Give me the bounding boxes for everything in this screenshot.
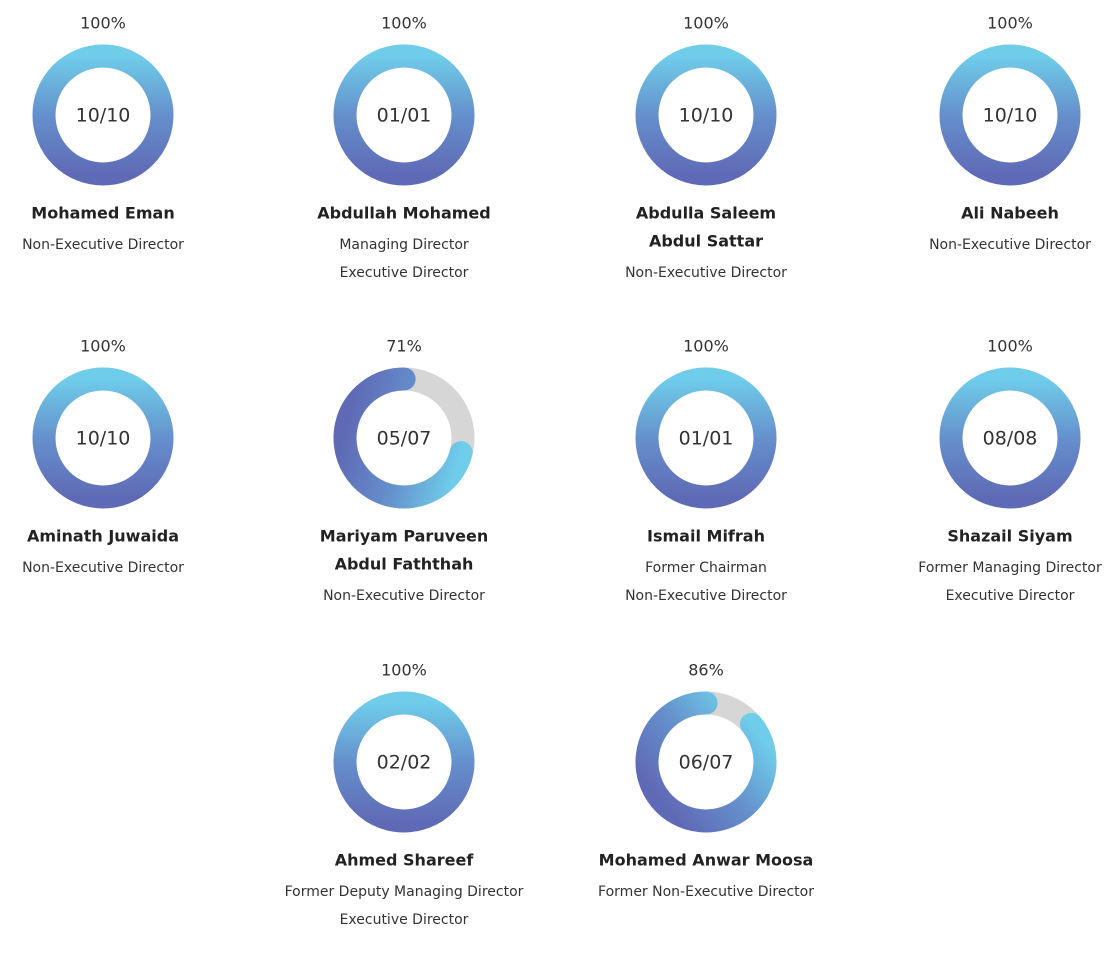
member-name: Aminath Juwaida xyxy=(27,527,179,546)
member-role: Non-Executive Director xyxy=(929,237,1091,253)
member-role: Non-Executive Director xyxy=(625,265,787,281)
donut-arc xyxy=(32,44,174,186)
attended-count: 10/10 xyxy=(76,428,131,450)
member-role: Executive Director xyxy=(340,265,469,281)
percent-label: 100% xyxy=(987,337,1033,356)
member-role: Executive Director xyxy=(340,912,469,928)
member-name: Mohamed Eman xyxy=(31,204,174,223)
donut-arc xyxy=(939,44,1081,186)
attended-count: 10/10 xyxy=(679,105,734,127)
percent-label: 100% xyxy=(987,14,1033,33)
attended-count: 10/10 xyxy=(983,105,1038,127)
attended-count: 02/02 xyxy=(377,752,432,774)
attended-count: 05/07 xyxy=(377,428,432,450)
donut-arc xyxy=(635,44,777,186)
member-name: Abdul Sattar xyxy=(649,232,763,251)
member-name: Abdullah Mohamed xyxy=(317,204,490,223)
donut-arc xyxy=(333,44,475,186)
donut-arc xyxy=(333,367,475,509)
member-role: Former Deputy Managing Director xyxy=(285,884,524,900)
member-role: Former Managing Director xyxy=(918,560,1102,576)
donut-arc xyxy=(939,367,1081,509)
member-role: Non-Executive Director xyxy=(22,237,184,253)
percent-label: 100% xyxy=(683,337,729,356)
member-name: Mariyam Paruveen xyxy=(320,527,488,546)
percent-label: 100% xyxy=(683,14,729,33)
percent-label: 100% xyxy=(381,661,427,680)
percent-label: 100% xyxy=(80,14,126,33)
percent-label: 100% xyxy=(381,14,427,33)
percent-label: 71% xyxy=(386,337,422,356)
member-name: Abdul Faththah xyxy=(335,555,474,574)
attended-count: 08/08 xyxy=(983,428,1038,450)
member-role: Non-Executive Director xyxy=(625,588,787,604)
member-role: Former Chairman xyxy=(645,560,767,576)
attended-count: 01/01 xyxy=(377,105,432,127)
member-role: Non-Executive Director xyxy=(22,560,184,576)
donut-arc xyxy=(32,367,174,509)
member-name: Mohamed Anwar Moosa xyxy=(599,851,814,870)
member-name: Abdulla Saleem xyxy=(636,204,776,223)
member-name: Shazail Siyam xyxy=(947,527,1072,546)
percent-label: 100% xyxy=(80,337,126,356)
donut-arc xyxy=(333,691,475,833)
donut-arc xyxy=(635,691,777,833)
member-name: Ismail Mifrah xyxy=(647,527,765,546)
member-name: Ali Nabeeh xyxy=(961,204,1059,223)
attended-count: 10/10 xyxy=(76,105,131,127)
donut-arc xyxy=(635,367,777,509)
percent-label: 86% xyxy=(688,661,724,680)
attended-count: 06/07 xyxy=(679,752,734,774)
member-role: Non-Executive Director xyxy=(323,588,485,604)
member-role: Managing Director xyxy=(339,237,469,253)
member-role: Executive Director xyxy=(946,588,1075,604)
member-name: Ahmed Shareef xyxy=(335,851,475,870)
attended-count: 01/01 xyxy=(679,428,734,450)
member-role: Former Non-Executive Director xyxy=(598,884,814,900)
